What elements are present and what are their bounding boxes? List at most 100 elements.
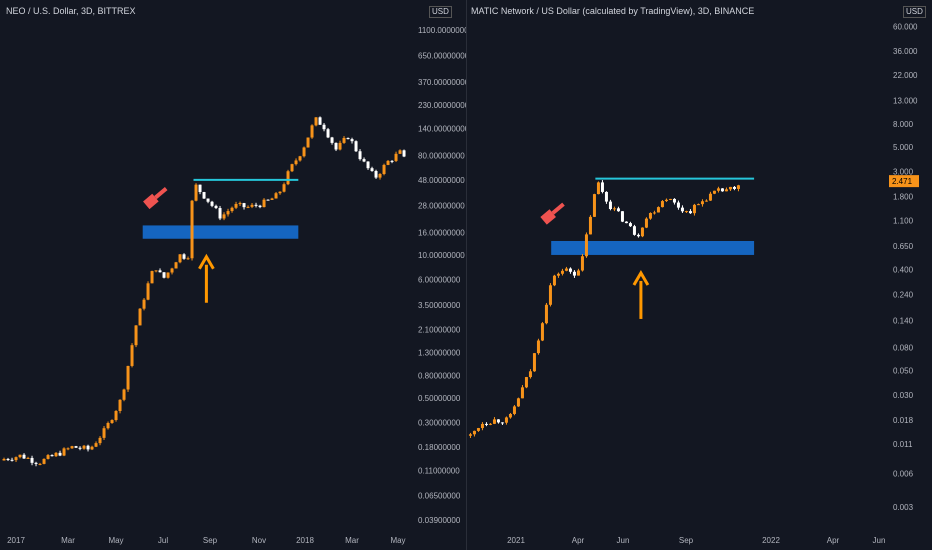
- neo-chart-svg[interactable]: 0.03900000 0.06500000 0.11000000 0.18000000…: [0, 0, 466, 550]
- neo-y-tick-label: 2.10000000: [418, 325, 461, 334]
- matic-candle-body: [528, 371, 532, 378]
- matic-candle-body: [688, 211, 692, 214]
- neo-candle-body: [126, 365, 130, 390]
- neo-arrow-head: [198, 253, 215, 270]
- matic-candle-body: [632, 226, 636, 235]
- neo-x-tick-label: Jul: [158, 536, 168, 545]
- matic-candle-body: [712, 190, 716, 194]
- matic-x-tick-label: 2022: [762, 536, 780, 545]
- neo-y-tick-label: 0.06500000: [418, 492, 461, 501]
- neo-candle-body: [290, 164, 294, 172]
- matic-candle-body: [708, 193, 712, 201]
- neo-candle-body: [222, 214, 226, 219]
- neo-candle-body: [374, 171, 378, 178]
- neo-candle-body: [10, 459, 14, 461]
- matic-candle-body: [508, 413, 512, 418]
- neo-candle-body: [138, 308, 142, 326]
- neo-candle-body: [274, 193, 278, 199]
- neo-candle-body: [22, 454, 26, 459]
- matic-candle-body: [720, 188, 724, 192]
- neo-x-tick-label: May: [108, 536, 123, 545]
- neo-chart-pane[interactable]: 0.03900000 0.06500000 0.11000000 0.18000000…: [0, 0, 466, 550]
- matic-chart-pane[interactable]: 0.003 0.006 0.011 0.018 0.030 0.050 0.080 0.140…: [466, 0, 932, 550]
- matic-candle-body: [624, 221, 628, 224]
- matic-candle-body: [664, 199, 668, 202]
- matic-y-tick-label: 0.650: [893, 242, 914, 251]
- matic-hammer-icon: [540, 202, 565, 225]
- matic-y-tick-label: 13.000: [893, 97, 918, 106]
- matic-candle-body: [660, 201, 664, 208]
- matic-arrow-head: [632, 269, 650, 286]
- matic-y-tick-label: 60.000: [893, 22, 918, 31]
- neo-hammer-icon: [143, 187, 168, 210]
- neo-candle-body: [214, 205, 218, 209]
- neo-candle-body: [258, 205, 262, 208]
- neo-candle-body: [394, 153, 398, 161]
- matic-y-tick-label: 0.080: [893, 344, 914, 353]
- neo-candle-body: [186, 258, 190, 260]
- neo-candle-body: [366, 161, 370, 169]
- matic-y-tick-label: 36.000: [893, 47, 918, 56]
- matic-candle-body: [492, 419, 496, 424]
- matic-y-tick-label: 1.800: [893, 193, 914, 202]
- neo-x-tick-label: 2018: [296, 536, 314, 545]
- matic-y-tick-label: 0.140: [893, 316, 914, 325]
- neo-y-tick-label: 80.00000000: [418, 151, 465, 160]
- neo-y-tick-label: 0.11000000: [418, 466, 460, 475]
- neo-candle-body: [378, 173, 382, 178]
- matic-candle-body: [472, 430, 476, 435]
- matic-candle-body: [704, 200, 708, 202]
- neo-candle-body: [86, 445, 90, 450]
- neo-candle-body: [246, 206, 250, 208]
- matic-chart-title: MATIC Network / US Dollar (calculated by…: [471, 6, 755, 16]
- neo-candle-body: [94, 443, 98, 447]
- matic-y-tick-label: 0.240: [893, 290, 914, 299]
- neo-unit-label[interactable]: USD: [429, 6, 452, 18]
- matic-candle-body: [512, 406, 516, 414]
- neo-candle-body: [114, 411, 118, 421]
- matic-x-tick-label: Apr: [827, 536, 840, 545]
- neo-candle-body: [122, 389, 126, 400]
- neo-y-tick-label: 6.00000000: [418, 275, 461, 284]
- neo-candle-body: [262, 199, 266, 208]
- neo-candle-body: [286, 171, 290, 185]
- matic-candle-body: [684, 211, 688, 213]
- neo-candle-body: [110, 420, 114, 423]
- matic-candle-body: [728, 186, 732, 190]
- matic-candle-body: [536, 340, 540, 354]
- neo-candle-body: [362, 159, 366, 162]
- matic-y-tick-label: 0.400: [893, 266, 914, 275]
- matic-candle-body: [564, 268, 568, 271]
- neo-candle-body: [90, 446, 94, 450]
- matic-hammer-head: [540, 209, 556, 225]
- neo-candle-body: [134, 325, 138, 346]
- neo-chart-title: NEO / U.S. Dollar, 3D, BITTREX: [6, 6, 136, 16]
- neo-candle-body: [294, 160, 298, 165]
- matic-candle-body: [628, 223, 632, 227]
- matic-unit-label[interactable]: USD: [903, 6, 926, 18]
- neo-candle-body: [82, 445, 86, 449]
- neo-y-tick-label: 0.50000000: [418, 394, 461, 403]
- matic-candle-body: [636, 234, 640, 237]
- neo-candle-body: [318, 117, 322, 125]
- matic-candle-body: [468, 434, 472, 436]
- matic-candle-body: [716, 188, 720, 191]
- neo-x-tick-label: May: [390, 536, 405, 545]
- matic-x-tick-label: Jun: [873, 536, 886, 545]
- matic-candle-body: [612, 208, 616, 210]
- matic-candle-body: [540, 323, 544, 341]
- matic-candle-body: [476, 428, 480, 431]
- matic-candle-body: [480, 423, 484, 429]
- matic-candle-body: [648, 213, 652, 219]
- neo-candle-body: [210, 201, 214, 206]
- matic-chart-svg[interactable]: 0.003 0.006 0.011 0.018 0.030 0.050 0.080 0.140…: [467, 0, 932, 550]
- neo-candle-body: [306, 137, 310, 148]
- neo-candle-body: [58, 452, 62, 456]
- matic-candle-body: [616, 208, 620, 212]
- neo-hammer-head: [143, 193, 159, 210]
- neo-candle-body: [342, 137, 346, 143]
- neo-x-tick-label: 2017: [7, 536, 25, 545]
- neo-candle-body: [242, 203, 246, 208]
- neo-candle-body: [302, 147, 306, 157]
- neo-x-tick-label: Mar: [345, 536, 359, 545]
